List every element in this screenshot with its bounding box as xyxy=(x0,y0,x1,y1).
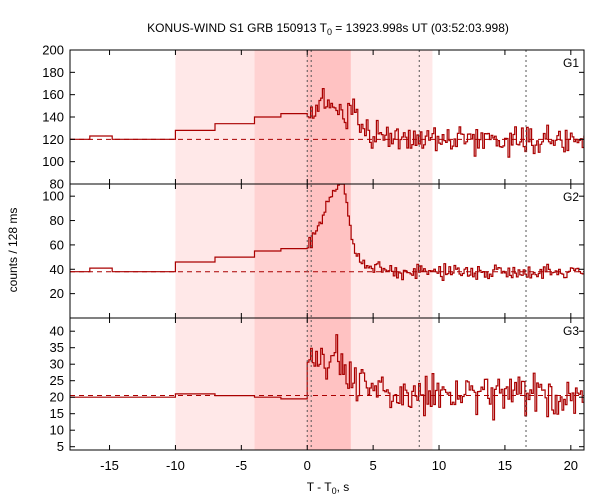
x-tick-label: -10 xyxy=(166,458,185,473)
y-tick-label: 100 xyxy=(42,189,64,204)
chart-title-suffix: = 13923.998s UT (03:52:03.998) xyxy=(332,21,509,35)
x-tick-label: 5 xyxy=(370,458,377,473)
panel-label-G3: G3 xyxy=(563,324,579,338)
y-tick-label: 10 xyxy=(50,423,64,438)
x-tick-label: 15 xyxy=(498,458,512,473)
x-axis-title-suffix: , s xyxy=(337,480,350,494)
panel-G2 xyxy=(70,183,585,281)
x-tick-label: -15 xyxy=(100,458,119,473)
x-axis-title-subscript: 0 xyxy=(332,486,337,496)
y-tick-label: 180 xyxy=(42,65,64,80)
panel-G1 xyxy=(70,88,585,158)
y-tick-label: 35 xyxy=(50,340,64,355)
y-tick-label: 20 xyxy=(50,390,64,405)
chart-title-main: KONUS-WIND S1 GRB 150913 T xyxy=(147,21,328,35)
panel-label-G2: G2 xyxy=(563,190,579,204)
y-tick-label: 15 xyxy=(50,406,64,421)
x-axis-title: T - T0, s xyxy=(307,480,350,496)
panel-G3 xyxy=(70,334,585,421)
chart-title-subscript: 0 xyxy=(327,27,332,37)
shaded-regions xyxy=(175,50,433,450)
x-axis-title-main: T - T xyxy=(307,480,333,494)
x-tick-label: -5 xyxy=(236,458,248,473)
x-tick-label: 0 xyxy=(304,458,311,473)
y-tick-label: 120 xyxy=(42,132,64,147)
y-tick-label: 80 xyxy=(50,177,64,192)
y-tick-label: 100 xyxy=(42,154,64,169)
panels xyxy=(70,88,585,421)
chart-title: KONUS-WIND S1 GRB 150913 T0 = 13923.998s… xyxy=(147,21,509,37)
y-tick-label: 200 xyxy=(42,43,64,58)
x-tick-label: 20 xyxy=(564,458,578,473)
vertical-markers xyxy=(306,50,527,450)
y-tick-label: 30 xyxy=(50,357,64,372)
y-tick-label: 25 xyxy=(50,373,64,388)
panel-label-G1: G1 xyxy=(563,56,579,70)
x-tick-label: 10 xyxy=(432,458,446,473)
y-tick-label: 40 xyxy=(50,324,64,339)
lightcurve-G1 xyxy=(70,88,585,158)
panel-frame-G3 xyxy=(69,317,585,451)
lightcurve-G3 xyxy=(70,334,585,421)
y-tick-label: 140 xyxy=(42,110,64,125)
lightcurve-G2 xyxy=(70,183,585,281)
y-tick-label: 5 xyxy=(57,439,64,454)
shaded-region-2 xyxy=(307,50,351,450)
y-axis-title: counts / 128 ms xyxy=(6,208,20,293)
x-axis: -15 -10 -5 0 5 10 15 20 xyxy=(100,458,578,473)
y-tick-label: 80 xyxy=(50,213,64,228)
y-tick-label: 40 xyxy=(50,262,64,277)
y-tick-label: 20 xyxy=(50,286,64,301)
y-tick-label: 60 xyxy=(50,237,64,252)
y-tick-label: 160 xyxy=(42,87,64,102)
